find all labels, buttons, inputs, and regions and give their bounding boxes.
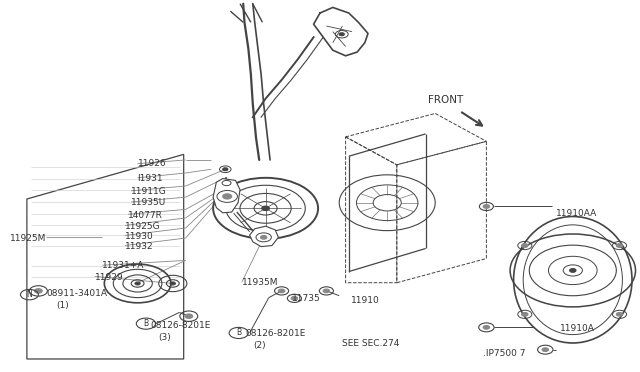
Text: B: B — [236, 328, 241, 337]
Text: I1931: I1931 — [138, 174, 163, 183]
Text: (1): (1) — [56, 301, 69, 310]
Text: 11910: 11910 — [351, 296, 380, 305]
Circle shape — [616, 244, 623, 247]
Circle shape — [262, 206, 269, 211]
Circle shape — [542, 348, 548, 352]
Circle shape — [616, 312, 623, 316]
Text: 11929: 11929 — [95, 273, 124, 282]
Text: 11910AA: 11910AA — [556, 209, 596, 218]
Circle shape — [223, 168, 228, 171]
Text: B: B — [143, 319, 148, 328]
Text: 11935U: 11935U — [131, 198, 166, 207]
Circle shape — [135, 282, 140, 285]
Circle shape — [323, 289, 330, 293]
Text: N: N — [27, 290, 32, 299]
Text: 11931+A: 11931+A — [102, 262, 145, 270]
Circle shape — [483, 326, 490, 329]
Text: 11930: 11930 — [125, 232, 154, 241]
Text: 14077R: 14077R — [128, 211, 163, 219]
Circle shape — [522, 312, 528, 316]
Text: 08126-8201E: 08126-8201E — [245, 329, 305, 338]
Text: SEE SEC.274: SEE SEC.274 — [342, 339, 400, 348]
Text: 11932: 11932 — [125, 242, 154, 251]
Text: (2): (2) — [253, 341, 266, 350]
Circle shape — [35, 289, 42, 293]
Text: 11935M: 11935M — [242, 278, 278, 287]
Text: (3): (3) — [159, 333, 172, 342]
Ellipse shape — [523, 225, 622, 335]
Circle shape — [570, 269, 576, 272]
Circle shape — [185, 314, 193, 318]
Text: 11735: 11735 — [292, 294, 321, 303]
Text: FRONT: FRONT — [428, 96, 463, 105]
Text: 11911G: 11911G — [131, 187, 167, 196]
Circle shape — [170, 282, 175, 285]
Text: 11925G: 11925G — [125, 222, 161, 231]
Circle shape — [291, 296, 298, 300]
Text: 11925M: 11925M — [10, 234, 47, 243]
Ellipse shape — [514, 217, 632, 343]
Polygon shape — [250, 226, 278, 247]
Circle shape — [339, 33, 344, 36]
Polygon shape — [213, 179, 240, 213]
Text: 08126-8201E: 08126-8201E — [150, 321, 211, 330]
Circle shape — [278, 289, 285, 293]
Text: .IP7500 7: .IP7500 7 — [483, 349, 525, 357]
Polygon shape — [27, 154, 184, 359]
Circle shape — [260, 235, 267, 239]
Circle shape — [223, 194, 232, 199]
Text: 08911-3401A: 08911-3401A — [46, 289, 107, 298]
Circle shape — [483, 205, 490, 208]
Text: 11926: 11926 — [138, 159, 166, 168]
Text: 11910A: 11910A — [560, 324, 595, 333]
Circle shape — [522, 244, 528, 247]
